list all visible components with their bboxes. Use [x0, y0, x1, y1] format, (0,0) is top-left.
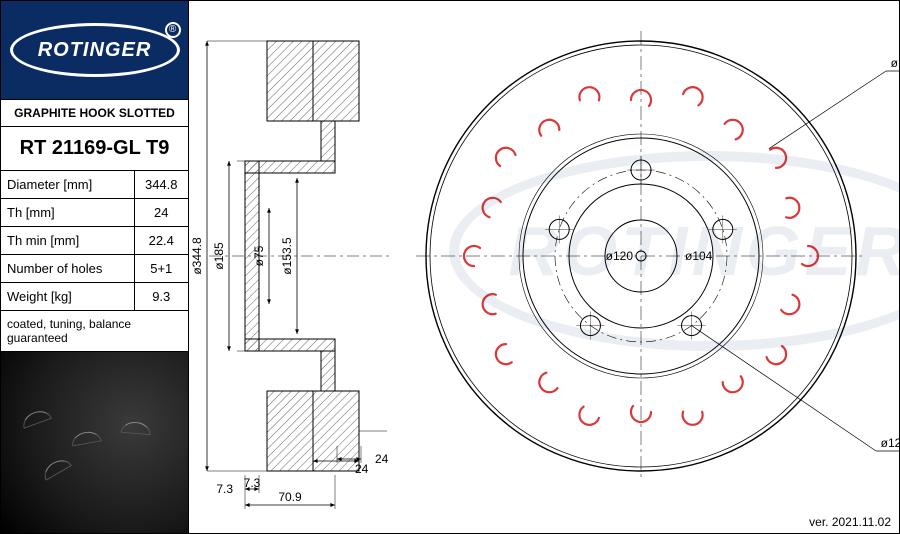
svg-text:ø104: ø104 [685, 249, 713, 263]
version-label: ver. 2021.11.02 [809, 515, 891, 529]
registered-icon: ® [165, 22, 181, 38]
svg-text:7.3: 7.3 [216, 482, 233, 496]
spec-label: Weight [kg] [1, 283, 134, 311]
svg-text:ø344.8: ø344.8 [190, 237, 204, 275]
spec-row: Th min [mm]22.4 [1, 227, 188, 255]
brand-logo: ROTINGER ® [1, 1, 188, 99]
svg-text:ø16.6: ø16.6 [891, 56, 899, 70]
spec-value: 344.8 [134, 171, 188, 199]
drawing-area: ROTINGER ø344.8ø185ø75ø153.57.37.370.924… [189, 1, 899, 533]
spec-label: Th min [mm] [1, 227, 134, 255]
svg-text:ø185: ø185 [212, 242, 226, 270]
svg-text:ø120: ø120 [606, 249, 634, 263]
product-note: coated, tuning, balance guaranteed [1, 311, 188, 352]
spec-row: Th [mm]24 [1, 199, 188, 227]
svg-text:24: 24 [375, 452, 389, 466]
svg-text:ø75: ø75 [252, 245, 266, 266]
brand-name: ROTINGER [38, 39, 152, 62]
spec-value: 5+1 [134, 255, 188, 283]
spec-label: Th [mm] [1, 199, 134, 227]
part-number: RT 21169-GL T9 [1, 127, 188, 171]
spec-row: Diameter [mm]344.8 [1, 171, 188, 199]
spec-label: Number of holes [1, 255, 134, 283]
drawing-sheet: ROTINGER ® GRAPHITE HOOK SLOTTED RT 2116… [0, 0, 900, 534]
spec-value: 9.3 [134, 283, 188, 311]
spec-row: Number of holes5+1 [1, 255, 188, 283]
svg-text:7.3: 7.3 [244, 476, 261, 490]
spec-value: 22.4 [134, 227, 188, 255]
svg-text:24: 24 [355, 462, 369, 476]
product-photo [1, 352, 188, 533]
svg-text:70.9: 70.9 [278, 490, 302, 504]
technical-drawing: ø344.8 ø185 ø75 ø153.5 7.3 7.3 70.9 24 ø16.6 ø12.… [189, 1, 899, 533]
spec-row: Weight [kg]9.3 [1, 283, 188, 311]
svg-text:ø12.7: ø12.7 [881, 436, 899, 450]
spec-table: Diameter [mm]344.8Th [mm]24Th min [mm]22… [1, 171, 188, 311]
info-panel: ROTINGER ® GRAPHITE HOOK SLOTTED RT 2116… [1, 1, 189, 533]
spec-value: 24 [134, 199, 188, 227]
spec-label: Diameter [mm] [1, 171, 134, 199]
svg-text:ø153.5: ø153.5 [280, 237, 294, 275]
product-title: GRAPHITE HOOK SLOTTED [1, 99, 188, 127]
